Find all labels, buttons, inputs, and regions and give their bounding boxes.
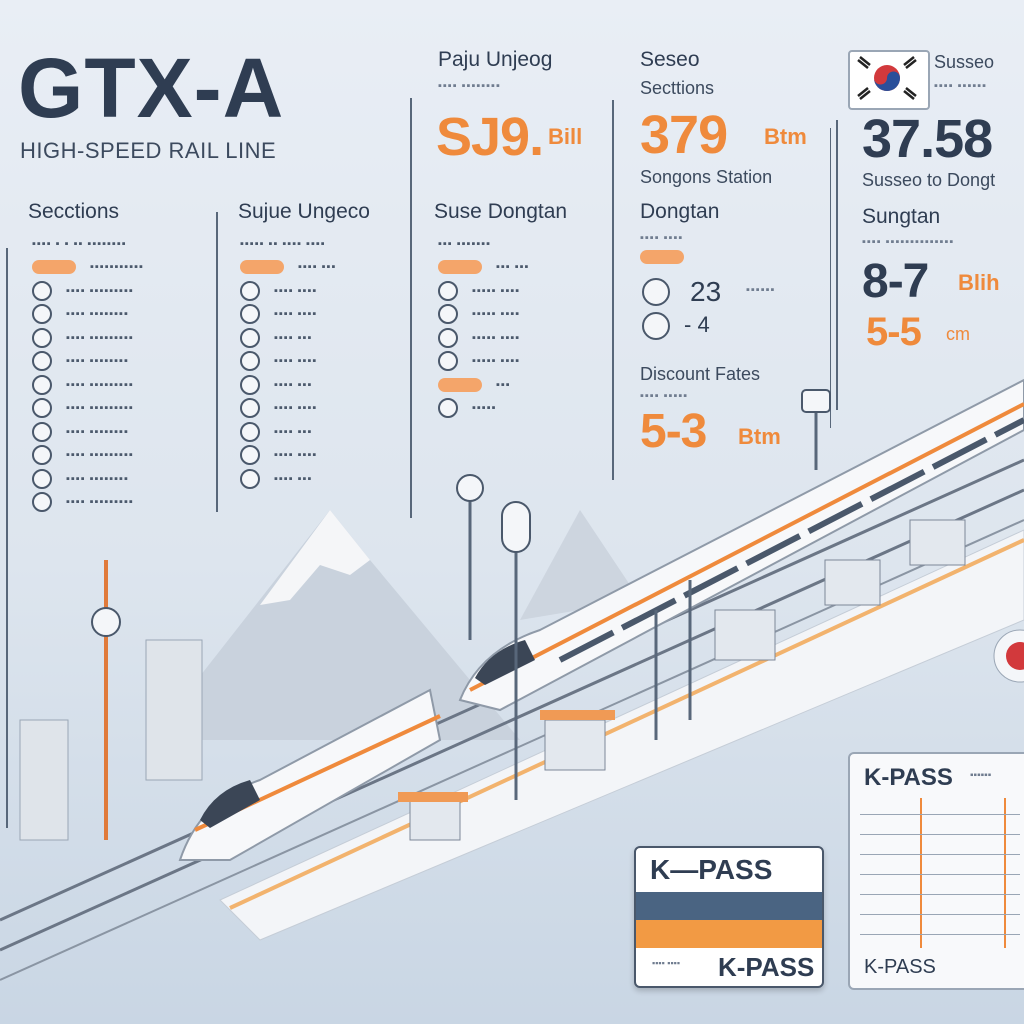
paju-header: Paju Unjeog — [438, 48, 553, 71]
dongtan-header: Dongtan — [640, 200, 720, 223]
sections-list: ▪▪▪▪ ▪ ▪ ▪▪ ▪▪▪▪▪▪▪▪ ▪▪▪▪▪▪▪▪▪▪▪ ▪▪▪▪ ▪▪… — [32, 232, 144, 514]
rail-scene — [0, 378, 1024, 981]
sungtan-unit-2: cm — [946, 324, 970, 344]
suseo-header: Susseo — [934, 52, 995, 72]
platform-edge — [229, 538, 1024, 910]
kpass-card-fine: ▪▪▪▪ ▪▪▪▪ — [652, 958, 681, 968]
kpass-panel-sub: ▪▪▪▪▪▪ — [970, 770, 992, 781]
dongtan-pill — [640, 250, 684, 269]
sungtan-sub: ▪▪▪▪ ▪▪▪▪▪▪▪▪▪▪▪▪▪▪ — [862, 236, 955, 248]
kpass-panel: K-PASS ▪▪▪▪▪▪ K-PASS — [848, 752, 1024, 990]
dongtan-badge-icon — [642, 278, 670, 306]
sign-icon — [91, 607, 121, 637]
leader-line — [216, 212, 218, 512]
dongtan-sub: ▪▪▪▪ ▪▪▪▪ — [640, 232, 684, 244]
leader-line — [612, 100, 614, 480]
kpass-panel-bar — [920, 798, 922, 948]
sujue-header: Sujue Ungeco — [238, 200, 370, 223]
train — [178, 688, 442, 861]
sign-icon — [456, 474, 484, 502]
dongtan-value-2: - 4 — [684, 312, 710, 337]
sungtan-unit-1: Blih — [958, 270, 1000, 295]
suseo-sub: ▪▪▪▪ ▪▪▪▪▪▪ — [934, 80, 988, 92]
dongtan-badge-icon-2 — [642, 312, 670, 340]
kpass-card-top: K—PASS — [650, 854, 773, 885]
kpass-panel-title: K-PASS — [864, 764, 953, 791]
suseo-fare: 37.58 — [862, 109, 993, 169]
kpass-panel-rows — [860, 814, 1020, 815]
paju-unit: Bill — [548, 124, 583, 149]
flag-circle-icon — [1006, 642, 1024, 670]
kpass-card: K—PASS ▪▪▪▪ ▪▪▪▪ K-PASS — [634, 846, 824, 988]
shelter-roof — [398, 710, 615, 802]
mountain-far — [520, 510, 640, 620]
sungtan-header: Sungtan — [862, 205, 941, 228]
paju-fare: SJ9. — [436, 107, 544, 167]
korea-flag-icon — [848, 50, 930, 110]
sungtan-value-2: 5-5 — [866, 310, 922, 354]
page-title: GTX-A — [18, 41, 285, 135]
leader-line — [410, 98, 412, 518]
building — [145, 639, 203, 781]
discount-unit: Btm — [738, 424, 781, 449]
discount-value: 5-3 — [640, 405, 707, 458]
kpass-card-band — [636, 920, 822, 948]
seseo-sub: Secttions — [640, 78, 715, 98]
dongtan-note: ▪▪▪▪▪▪ — [746, 284, 776, 296]
leader-line — [830, 128, 831, 428]
suse-list: ▪▪▪ ▪▪▪▪▪▪▪ ▪▪▪ ▪▪▪ ▪▪▪▪▪ ▪▪▪▪ ▪▪▪▪▪ ▪▪▪… — [438, 232, 529, 420]
kpass-panel-bar — [1004, 798, 1006, 948]
train — [458, 378, 1024, 712]
sign-icon — [501, 501, 531, 553]
discount-sub: ▪▪▪▪ ▪▪▪▪▪ — [640, 390, 689, 402]
discount-header: Discount Fates — [640, 364, 761, 384]
seseo-station: Songons Station — [640, 167, 773, 187]
mountain — [150, 510, 520, 740]
suseo-route: Susseo to Dongt — [862, 170, 996, 190]
suse-header: Suse Dongtan — [434, 200, 568, 223]
kpass-card-band — [636, 892, 822, 920]
leader-line — [836, 120, 838, 410]
kpass-panel-footer: K-PASS — [864, 956, 936, 978]
shelter — [409, 519, 966, 841]
page-subtitle: HIGH-SPEED RAIL LINE — [20, 138, 277, 163]
building — [19, 719, 69, 841]
leader-line — [6, 248, 8, 828]
sections-header: Secctions — [28, 200, 120, 223]
kpass-card-bottom: K-PASS — [718, 952, 815, 982]
seseo-header: Seseo — [640, 48, 700, 71]
mountain-snow — [260, 510, 370, 605]
paju-sub: ▪▪▪▪ ▪▪▪▪▪▪▪▪ — [438, 80, 501, 92]
seseo-fare: 379 — [640, 105, 728, 165]
sign-icon — [801, 389, 831, 413]
seseo-unit: Btm — [764, 124, 807, 149]
dongtan-value-1: 23 — [690, 276, 722, 307]
sujue-list: ▪▪▪▪▪ ▪▪ ▪▪▪▪ ▪▪▪▪ ▪▪▪▪ ▪▪▪ ▪▪▪▪ ▪▪▪▪ ▪▪… — [240, 232, 336, 491]
sungtan-value-1: 8-7 — [862, 255, 929, 308]
